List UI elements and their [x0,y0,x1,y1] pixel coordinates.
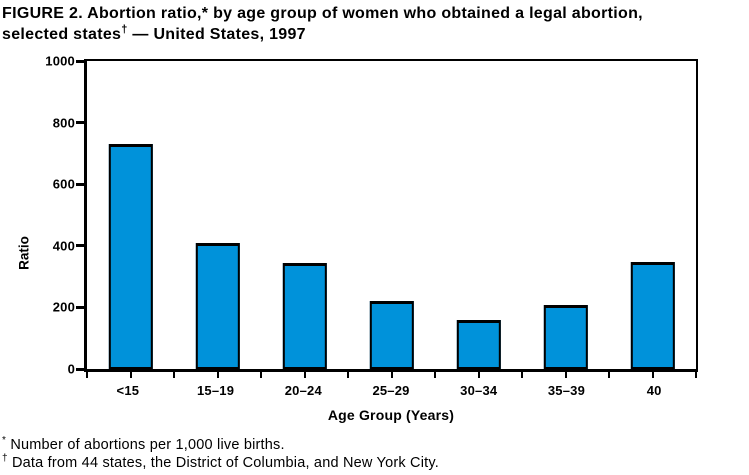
bar-25–29 [369,301,414,369]
bar-15–19 [195,243,240,369]
bar-30–34 [456,320,501,369]
bars [86,61,697,378]
bar-slot [260,61,348,378]
x-tick-label: <15 [116,383,140,398]
y-tick [76,305,84,309]
bar-20–24 [282,262,327,369]
figure-title-line2-end: — United States, 1997 [127,26,306,43]
x-tick [695,372,697,378]
x-tick [434,372,436,378]
y-axis-title: Ratio [16,236,32,270]
x-tick [129,372,132,378]
footnote-dagger: † Data from 44 states, the District of C… [2,452,742,473]
footnote-asterisk-text: Number of abortions per 1,000 live birth… [10,437,285,453]
x-tick [521,372,523,378]
bar-slot [347,61,435,378]
y-tick [76,367,84,371]
x-tick [347,372,349,378]
x-tick [86,372,88,378]
x-tick-label: 40 [646,383,662,398]
footnote-dagger-text: Data from 44 states, the District of Col… [12,454,439,471]
x-axis-title: Age Group (Years) [327,407,455,423]
x-tick-label: 25–29 [372,383,410,398]
bar-slot [608,61,697,378]
x-tick [564,372,567,378]
y-tick [76,182,84,186]
x-tick [390,372,393,378]
bar-35–39 [543,304,588,369]
x-tick [260,372,262,378]
y-tick-label: 200 [52,299,75,315]
x-tick-label: 15–19 [197,383,235,398]
bar-slot [173,61,261,378]
dagger-marker: † [2,452,8,464]
x-tick [303,372,306,378]
figure-title-line2: selected states [2,26,122,43]
bar-slot [86,61,174,378]
figure-title: FIGURE 2. Abortion ratio,* by age group … [2,3,748,45]
y-tick-label: 1000 [45,53,75,69]
x-tick [651,372,654,378]
dagger-marker: † [121,23,128,36]
x-tick [608,372,610,378]
x-tick [477,372,480,378]
y-tick-label: 400 [52,238,75,254]
plot-area: 0 200 400 600 800 1000 [45,54,698,378]
bar-40 [630,262,675,369]
y-tick [76,121,84,125]
x-tick-label: 20–24 [284,383,322,398]
x-tick-label: 30–34 [460,383,498,398]
x-axis-labels: <15 15–19 20–24 25–29 30–34 35–39 40 [84,383,698,398]
y-tick-label: 800 [52,115,75,131]
footnotes: * Number of abortions per 1,000 live bir… [2,435,742,473]
y-tick [76,59,84,63]
bar-slot [434,61,522,378]
bar-slot [521,61,609,378]
footnote-asterisk: * Number of abortions per 1,000 live bir… [2,435,742,455]
y-tick-label: 600 [52,176,75,192]
x-tick-label: 35–39 [547,383,586,398]
bar-<15 [108,144,153,369]
y-tick-label: 0 [67,361,75,377]
x-tick [216,372,219,378]
figure-title-line1: FIGURE 2. Abortion ratio,* by age group … [2,5,643,22]
x-tick [173,372,175,378]
asterisk-marker: * [2,435,7,447]
y-tick [76,244,84,248]
